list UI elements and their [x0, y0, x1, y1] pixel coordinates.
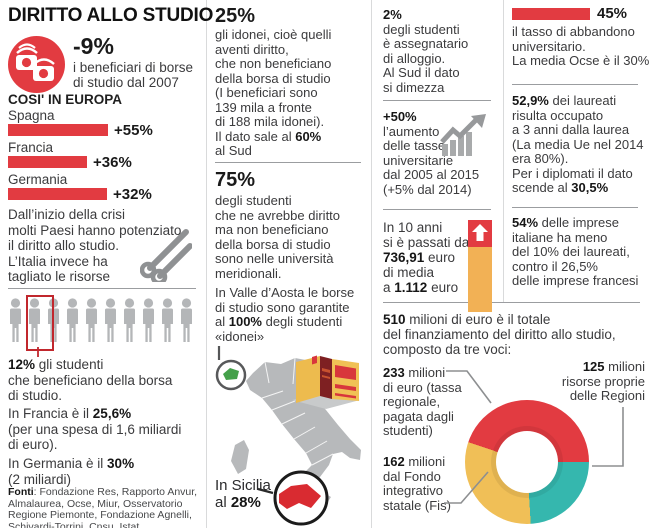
column-divider-1	[206, 0, 207, 528]
funding-intro: 510 milioni di euro è il totale del fina…	[383, 312, 616, 357]
money-scholarship-icon	[8, 36, 65, 93]
stat-75-body: degli studenti che ne avrebbe diritto ma…	[215, 193, 341, 281]
aosta-note: In Valle d’Aosta le borse di studio sono…	[215, 285, 355, 344]
companies-note: 54% delle imprese italiane ha meno del 1…	[512, 215, 639, 288]
francia-note: In Francia è il 25,6% (per una spesa di …	[8, 406, 182, 452]
bar-arrow-icon	[468, 220, 492, 312]
section-divider	[215, 162, 361, 163]
bar-label-francia: Francia	[8, 140, 54, 155]
dropout-value: 45%	[597, 5, 628, 22]
section-divider	[8, 288, 196, 289]
chart-up-icon	[440, 114, 486, 156]
fees-increase-note: In 10 anni si è passati da 736,91 euro d…	[383, 220, 470, 295]
column-divider-3	[503, 0, 504, 302]
funding-label-125: 125 milioni risorse proprie delle Region…	[561, 359, 645, 403]
banknotes-glyph	[16, 43, 55, 81]
bar-value-germania: +32%	[113, 186, 152, 203]
stat-25-heading: 25%	[215, 5, 256, 27]
germania-note: In Germania è il 30% (2 miliardi)	[8, 456, 135, 487]
funding-donut	[465, 400, 589, 524]
bar-francia	[8, 156, 87, 168]
section-divider	[512, 207, 638, 208]
funding-label-233: 233 milioni di euro (tassa regionale, pa…	[383, 365, 462, 438]
bar-value-spagna: +55%	[114, 122, 153, 139]
bar-spagna	[8, 124, 108, 136]
sicilia-region-red	[279, 484, 321, 509]
stat-minus9-value: -9%	[73, 33, 114, 59]
stat-25-body: gli idonei, cioè quelli aventi diritto, …	[215, 27, 332, 158]
italy-silhouette	[246, 358, 361, 488]
section-divider	[383, 302, 640, 303]
section-divider	[383, 100, 491, 101]
bar-label-germania: Germania	[8, 172, 68, 187]
sicilia-note: In Sicilia al 28%	[215, 477, 271, 511]
dropout-note: il tasso di abbandono universitario. La …	[512, 24, 650, 68]
page-title: DIRITTO ALLO STUDIO	[8, 5, 214, 26]
books-icon	[292, 355, 360, 409]
students-12-note: 12% gli studenti che beneficiano della b…	[8, 357, 173, 403]
funding-donut-hole	[496, 431, 558, 493]
crisis-note: Dall’inizio della crisi molti Paesi hann…	[8, 207, 182, 284]
fonti-note: Fonti: Fondazione Res, Rapporto Anvur, A…	[8, 486, 198, 528]
stat-75-heading: 75%	[215, 169, 256, 191]
stat-minus9-desc: i beneficiari di borse di studio dal 200…	[73, 60, 194, 90]
europe-chart-heading: COSI' IN EUROPA	[8, 92, 122, 107]
bar-value-francia: +36%	[93, 154, 132, 171]
italy-map	[215, 357, 361, 526]
bar-label-spagna: Spagna	[8, 108, 55, 123]
stat-50-tasse: +50% l’aumento delle tasse universitarie…	[383, 109, 480, 197]
sardinia-silhouette	[231, 440, 249, 474]
aosta-region-green	[223, 368, 239, 380]
section-divider	[383, 209, 491, 210]
section-divider	[512, 84, 638, 85]
pictogram-highlight-box	[26, 295, 54, 351]
column-divider-2	[371, 0, 372, 528]
scissors-icon	[139, 224, 193, 287]
stat-2-alloggio: 2% degli studenti è assegnatario di allo…	[383, 7, 469, 95]
funding-label-162: 162 milioni dal Fondo integrativo statal…	[383, 454, 451, 513]
region-borders	[261, 357, 334, 466]
bar-germania	[8, 188, 107, 200]
graduates-employment-note: 52,9% dei laureati risulta occupato a 3 …	[512, 93, 644, 195]
dropout-bar	[512, 8, 590, 20]
